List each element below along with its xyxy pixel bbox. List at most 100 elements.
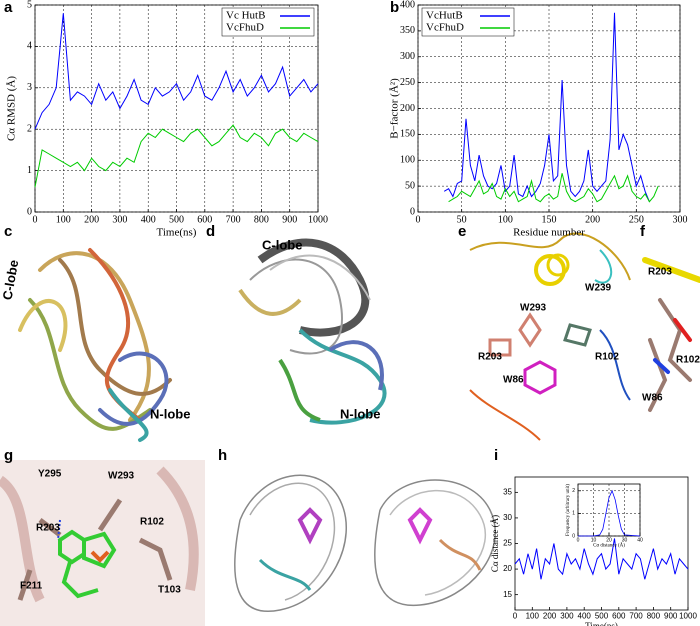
panel-letter: e xyxy=(458,223,466,240)
structure-label: T103 xyxy=(158,585,181,596)
x-tick-label: 600 xyxy=(197,214,212,225)
structure-d xyxy=(238,238,387,425)
structure-label: F211 xyxy=(20,581,43,592)
structure-label: W239 xyxy=(585,283,612,294)
y-tick-label: 200 xyxy=(400,103,415,114)
y-axis-label: Cα distance (Å) xyxy=(490,515,500,572)
x-tick-label: 200 xyxy=(543,612,557,621)
legend-label: VcFhuD xyxy=(226,22,264,34)
x-tick-label: 30 xyxy=(622,537,628,543)
y-axis-label: B−factor (Å²) xyxy=(388,78,400,139)
y-tick-label: 35 xyxy=(503,487,512,496)
x-tick-label: 500 xyxy=(169,214,184,225)
x-tick-label: 0 xyxy=(513,612,518,621)
x-tick-label: 400 xyxy=(578,612,592,621)
x-axis-label: Time(ns) xyxy=(585,621,618,626)
y-tick-label: 100 xyxy=(400,155,415,166)
x-tick-label: 200 xyxy=(84,214,99,225)
y-tick-label: 300 xyxy=(400,51,415,62)
y-axis-label: Cα RMSD (Å) xyxy=(5,76,17,141)
y-tick-label: 30 xyxy=(503,513,512,522)
y-tick-label: 1 xyxy=(572,511,575,517)
structure-label: R203 xyxy=(478,352,502,363)
y-axis-label: Frequency (arbitrary unit) xyxy=(566,484,571,536)
x-tick-label: 150 xyxy=(542,214,557,225)
panel-letter: f xyxy=(640,223,646,240)
x-axis-label: Cα distance (Å) xyxy=(593,543,625,549)
y-tick-label: 3 xyxy=(27,82,32,93)
structure-label: W86 xyxy=(503,375,524,386)
x-tick-label: 20 xyxy=(606,537,612,543)
x-tick-label: 250 xyxy=(629,214,644,225)
data-line xyxy=(34,13,319,130)
x-tick-label: 300 xyxy=(560,612,574,621)
structure-label: R102 xyxy=(595,352,619,363)
x-tick-label: 50 xyxy=(457,214,467,225)
y-tick-label: 350 xyxy=(400,25,415,36)
y-tick-label: 5 xyxy=(27,0,32,10)
panel-letter: c xyxy=(4,223,12,240)
structure-label: C-lobe xyxy=(0,259,21,301)
x-tick-label: 900 xyxy=(282,214,297,225)
structure-label: R102 xyxy=(140,517,164,528)
y-tick-label: 400 xyxy=(400,0,415,10)
structure-label: R102 xyxy=(676,355,700,366)
x-axis-label: Residue number xyxy=(513,226,585,238)
x-tick-label: 100 xyxy=(526,612,540,621)
panel-letter: a xyxy=(4,0,13,16)
y-tick-label: 0 xyxy=(410,206,415,217)
x-tick-label: 300 xyxy=(112,214,127,225)
x-tick-label: 10 xyxy=(591,537,597,543)
y-tick-label: 2 xyxy=(27,123,32,134)
y-tick-label: 25 xyxy=(503,539,512,548)
structure-e xyxy=(469,232,631,441)
x-tick-label: 700 xyxy=(226,214,241,225)
x-tick-label: 400 xyxy=(141,214,156,225)
y-tick-label: 0 xyxy=(27,206,32,217)
x-tick-label: 800 xyxy=(254,214,269,225)
panel-letter: d xyxy=(206,223,215,240)
x-tick-label: 200 xyxy=(585,214,600,225)
y-tick-label: 250 xyxy=(400,77,415,88)
structure-f xyxy=(642,257,700,412)
x-tick-label: 100 xyxy=(498,214,513,225)
y-tick-label: 50 xyxy=(405,180,415,191)
legend-box xyxy=(421,7,515,37)
structure-label: W293 xyxy=(520,303,547,314)
x-tick-label: 40 xyxy=(637,537,643,543)
structure-label: W293 xyxy=(108,471,135,482)
legend-label: Vc HutB xyxy=(226,10,265,22)
x-tick-label: 800 xyxy=(647,612,661,621)
data-line xyxy=(578,489,641,537)
panel-letter: g xyxy=(4,447,13,464)
structure-label: N-lobe xyxy=(150,406,190,421)
x-axis-label: Time(ns) xyxy=(157,226,197,238)
data-line xyxy=(448,173,659,203)
x-tick-label: 0 xyxy=(577,537,580,543)
structure-label: W86 xyxy=(642,393,663,404)
structure-label: Y295 xyxy=(38,469,62,480)
x-tick-label: 600 xyxy=(612,612,626,621)
y-tick-label: 150 xyxy=(400,129,415,140)
y-tick-label: 1 xyxy=(27,165,32,176)
data-line xyxy=(514,538,689,580)
y-tick-label: 4 xyxy=(27,41,32,52)
x-tick-label: 0 xyxy=(33,214,38,225)
structure-c xyxy=(18,248,172,442)
panel-letter: h xyxy=(218,447,227,464)
y-tick-label: 20 xyxy=(503,564,512,573)
panel-letter: i xyxy=(494,447,498,464)
legend-box xyxy=(221,7,315,37)
x-tick-label: 300 xyxy=(673,214,688,225)
x-tick-label: 1000 xyxy=(679,612,697,621)
y-tick-label: 2 xyxy=(572,488,575,494)
structure-label: R203 xyxy=(36,523,60,534)
legend-label: VcHutB xyxy=(426,10,463,22)
y-tick-label: 15 xyxy=(503,590,512,599)
legend-label: VcFhuD xyxy=(426,22,464,34)
structure-g xyxy=(0,460,205,626)
x-tick-label: 900 xyxy=(664,612,678,621)
data-line xyxy=(443,12,650,202)
x-tick-label: 0 xyxy=(416,214,421,225)
